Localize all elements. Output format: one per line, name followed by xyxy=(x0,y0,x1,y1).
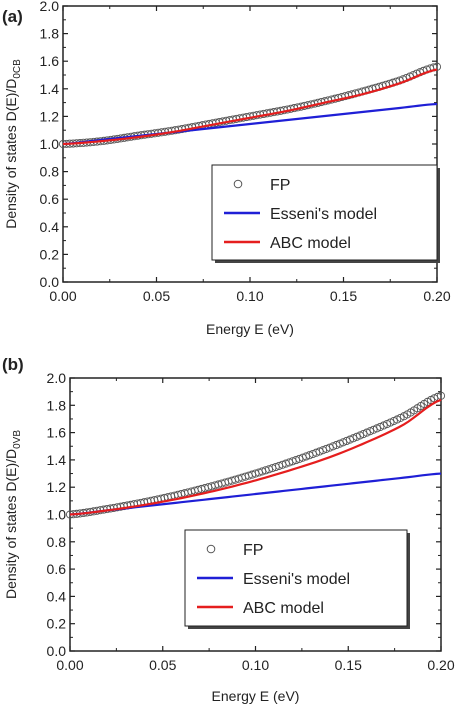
y-axis-label: Density of states D(E)/D0VB xyxy=(3,430,23,599)
panel-letter: (b) xyxy=(2,355,24,374)
y-axis-label: Density of states D(E)/D0CB xyxy=(3,59,23,229)
series-abc-model-line xyxy=(69,398,442,516)
x-tick-label: 0.00 xyxy=(56,657,83,673)
y-tick-label: 0.4 xyxy=(40,219,60,235)
y-tick-label: 0.2 xyxy=(40,246,60,262)
y-tick-label: 1.4 xyxy=(47,452,67,468)
y-tick-label: 0.0 xyxy=(40,274,60,290)
chart-panel-a: (a) 0.0 0.2 0.4 0.6 0.8 1.0 1.2 1.4 1.6 1.8 2.0 0.00… xyxy=(2,0,451,337)
y-tick-label: 0.4 xyxy=(47,588,67,604)
series-esseni-model-line xyxy=(62,102,438,146)
legend: FP Esseni's model ABC model xyxy=(211,164,440,263)
legend-label-fp: FP xyxy=(270,177,290,194)
data-point-fp xyxy=(322,444,331,453)
y-tick-label: 0.6 xyxy=(40,191,60,207)
y-tick-label: 1.2 xyxy=(47,479,67,495)
x-tick-label: 0.20 xyxy=(427,657,454,673)
y-tick-label: 1.8 xyxy=(47,397,67,413)
chart-panel-b: (b) 0.0 0.2 0.4 0.6 0.8 1.0 1.2 1.4 1.6 1.8 2.0 0.00… xyxy=(2,355,455,704)
y-tick-label: 1.0 xyxy=(40,136,60,152)
y-tick-label: 1.2 xyxy=(40,108,60,124)
panel-letter: (a) xyxy=(2,7,23,26)
legend-label-abc-model: ABC model xyxy=(270,235,351,252)
y-tick-label: 1.8 xyxy=(40,26,60,42)
series-fp-markers xyxy=(58,62,442,149)
data-point-fp xyxy=(332,440,341,450)
x-axis-label: Energy E (eV) xyxy=(206,321,294,337)
legend-marker-fp xyxy=(206,544,216,554)
x-tick-label: 0.05 xyxy=(149,657,176,673)
x-tick-label: 0.10 xyxy=(242,657,269,673)
y-tick-label: 1.6 xyxy=(40,53,60,69)
data-point-fp xyxy=(315,447,324,456)
legend-label-fp: FP xyxy=(243,542,263,559)
x-tick-label: 0.05 xyxy=(143,288,170,304)
y-tick-label: 0.6 xyxy=(47,561,67,577)
x-tick-label: 0.10 xyxy=(236,288,263,304)
data-point-fp xyxy=(339,438,348,447)
data-point-fp xyxy=(318,446,328,455)
y-tick-label: 0.8 xyxy=(47,534,67,550)
y-tick-label: 1.0 xyxy=(47,507,67,523)
series-abc-model-line xyxy=(62,68,438,146)
y-tick-label: 0.0 xyxy=(47,643,67,659)
x-axis-label: Energy E (eV) xyxy=(212,688,300,704)
x-tick-label: 0.20 xyxy=(423,288,450,304)
y-tick-label: 2.0 xyxy=(40,0,60,14)
series-fp-markers xyxy=(65,391,446,519)
y-tick-label: 1.6 xyxy=(47,425,67,441)
legend-label-esseni-model: Esseni's model xyxy=(243,571,350,588)
data-point-fp xyxy=(325,443,334,452)
data-point-fp xyxy=(335,439,344,448)
data-point-fp xyxy=(436,391,446,400)
x-tick-label: 0.15 xyxy=(335,657,362,673)
y-tick-label: 2.0 xyxy=(47,370,67,386)
x-tick-label: 0.15 xyxy=(330,288,357,304)
legend-label-esseni-model: Esseni's model xyxy=(270,206,377,223)
legend: FP Esseni's model ABC model xyxy=(184,529,410,629)
legend-label-abc-model: ABC model xyxy=(243,600,324,617)
x-tick-label: 0.00 xyxy=(49,288,76,304)
data-point-fp xyxy=(329,442,338,451)
y-tick-label: 0.8 xyxy=(40,164,60,180)
legend-marker-fp xyxy=(233,179,243,189)
y-tick-label: 0.2 xyxy=(47,616,67,632)
y-tick-label: 1.4 xyxy=(40,81,60,97)
